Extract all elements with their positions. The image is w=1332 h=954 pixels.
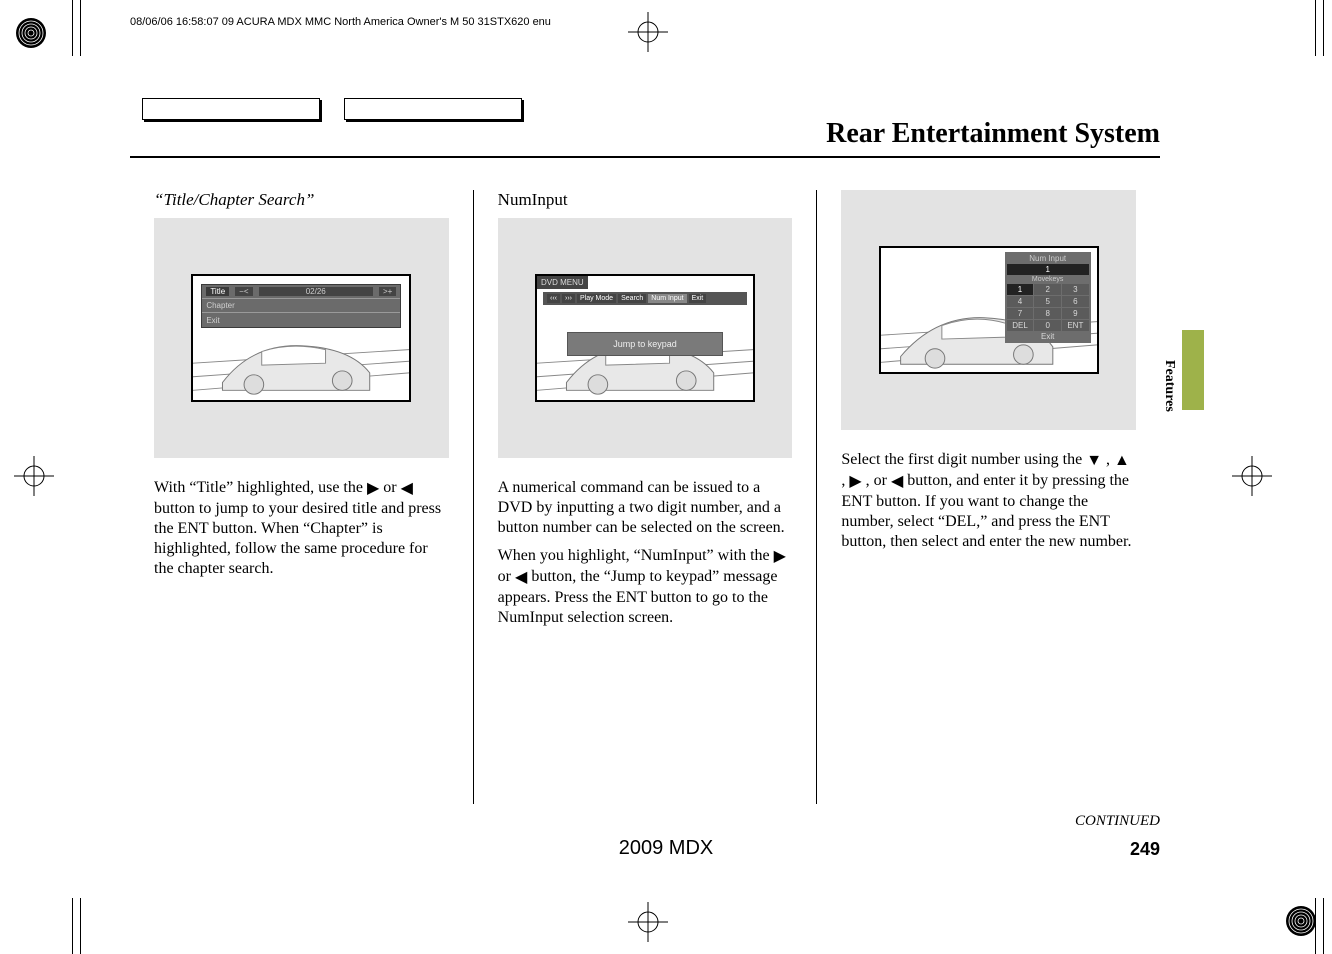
left-triangle-icon: ◀ <box>515 568 527 588</box>
right-triangle-icon: ▶ <box>367 479 379 499</box>
screen2-tab-highlighted: Num Input <box>648 294 686 303</box>
text-run: , or <box>862 472 891 489</box>
keypad-cell: 7 <box>1007 308 1034 319</box>
screen1-row-title: Title −< 02/26 >+ <box>202 285 400 299</box>
left-triangle-icon: ◀ <box>891 472 903 492</box>
registration-mark-br <box>1284 904 1318 938</box>
text-run: button to jump to your desired title and… <box>154 500 441 577</box>
continued-label: CONTINUED <box>1075 813 1160 830</box>
screen-numinput-prompt: DVD MENU ‹‹‹ ››› Play Mode Search Num In… <box>535 274 755 402</box>
keypad-grid: 1 2 3 4 5 6 7 8 9 DEL 0 ENT <box>1007 284 1089 331</box>
col3-body: Select the first digit number using the … <box>841 450 1136 552</box>
registration-mark-tl <box>14 16 48 50</box>
keypad-cell: 9 <box>1062 308 1089 319</box>
screen2-message: Jump to keypad <box>567 332 723 356</box>
screen2-tab: Play Mode <box>577 294 616 303</box>
keypad-cell: 5 <box>1034 296 1061 307</box>
screen1-row-exit: Exit <box>202 313 400 327</box>
col1-heading: “Title/Chapter Search” <box>154 190 449 210</box>
crosshair-top <box>628 12 668 52</box>
col3-screenshot: Num Input 1 Movekeys 1 2 3 4 5 6 7 8 <box>841 190 1136 430</box>
page-root: 08/06/06 16:58:07 09 ACURA MDX MMC North… <box>0 0 1332 954</box>
box-placeholder <box>344 98 522 120</box>
screen2-tab: Search <box>618 294 646 303</box>
crop-mark <box>1315 0 1316 56</box>
screen2-tab: ‹‹‹ <box>547 294 560 303</box>
col1-screenshot: Title −< 02/26 >+ Chapter Exit <box>154 218 449 458</box>
screen1-menu-panel: Title −< 02/26 >+ Chapter Exit <box>201 284 401 328</box>
text-run: When you highlight, “NumInput” with the <box>498 547 774 564</box>
title-rule <box>130 156 1160 158</box>
column-2: NumInput <box>473 190 817 804</box>
footer-model-year: 2009 MDX <box>0 837 1332 860</box>
section-tab-label: Features <box>1161 360 1177 412</box>
text-run: , <box>1102 451 1114 468</box>
text-run: button, the “Jump to keypad” message app… <box>498 568 778 626</box>
keypad-cell: ENT <box>1062 320 1089 331</box>
screen3-keypad: Num Input 1 Movekeys 1 2 3 4 5 6 7 8 <box>1005 252 1091 343</box>
screen-title-chapter: Title −< 02/26 >+ Chapter Exit <box>191 274 411 402</box>
col2-body: A numerical command can be issued to a D… <box>498 478 793 628</box>
paragraph: When you highlight, “NumInput” with the … <box>498 546 793 628</box>
keypad-exit: Exit <box>1007 332 1089 341</box>
crop-mark <box>1315 898 1316 954</box>
left-triangle-icon: ◀ <box>401 479 413 499</box>
screen2-tab: ››› <box>562 294 575 303</box>
column-3: Num Input 1 Movekeys 1 2 3 4 5 6 7 8 <box>816 190 1160 804</box>
screen2-title: DVD MENU <box>537 276 588 289</box>
page-title: Rear Entertainment System <box>826 118 1160 150</box>
row-label: Title <box>206 287 229 296</box>
section-tab <box>1182 330 1204 410</box>
text-run: or <box>379 479 400 496</box>
keypad-movekeys: Movekeys <box>1007 276 1089 283</box>
row-label: Exit <box>206 316 219 325</box>
column-1: “Title/Chapter Search” <box>130 190 473 804</box>
screen2-tabbar: ‹‹‹ ››› Play Mode Search Num Input Exit <box>543 292 747 305</box>
keypad-cell: 8 <box>1034 308 1061 319</box>
paragraph: Select the first digit number using the … <box>841 450 1136 552</box>
keypad-cell: DEL <box>1007 320 1034 331</box>
crop-mark <box>1323 0 1324 56</box>
crosshair-left <box>14 456 54 496</box>
paragraph: A numerical command can be issued to a D… <box>498 478 793 538</box>
keypad-cell: 1 <box>1007 284 1034 295</box>
crop-mark <box>72 898 73 954</box>
right-triangle-icon: ▶ <box>774 547 786 567</box>
keypad-cell: 2 <box>1034 284 1061 295</box>
keypad-title: Num Input <box>1007 254 1089 263</box>
screen2-tab: Exit <box>689 294 707 303</box>
crop-mark <box>72 0 73 56</box>
crop-mark <box>80 898 81 954</box>
running-head: 08/06/06 16:58:07 09 ACURA MDX MMC North… <box>130 16 551 28</box>
nav-next: >+ <box>379 287 396 296</box>
text-run: With “Title” highlighted, use the <box>154 479 367 496</box>
crop-mark <box>80 0 81 56</box>
keypad-cell: 4 <box>1007 296 1034 307</box>
crosshair-bottom <box>628 902 668 942</box>
col1-body: With “Title” highlighted, use the ▶ or ◀… <box>154 478 449 579</box>
crop-mark <box>1323 898 1324 954</box>
up-triangle-icon: ▲ <box>1114 451 1130 471</box>
down-triangle-icon: ▼ <box>1086 451 1102 471</box>
box-placeholder <box>142 98 320 120</box>
screen1-row-chapter: Chapter <box>202 299 400 313</box>
col2-heading: NumInput <box>498 190 793 210</box>
keypad-cell: 0 <box>1034 320 1061 331</box>
content-columns: “Title/Chapter Search” <box>130 190 1160 804</box>
keypad-cell: 6 <box>1062 296 1089 307</box>
paragraph: With “Title” highlighted, use the ▶ or ◀… <box>154 478 449 579</box>
row-value: 02/26 <box>259 287 373 296</box>
nav-prev: −< <box>235 287 252 296</box>
text-run: Select the first digit number using the <box>841 451 1086 468</box>
screen-numinput-keypad: Num Input 1 Movekeys 1 2 3 4 5 6 7 8 <box>879 246 1099 374</box>
text-run: , <box>841 472 849 489</box>
col2-screenshot: DVD MENU ‹‹‹ ››› Play Mode Search Num In… <box>498 218 793 458</box>
row-label: Chapter <box>206 301 234 310</box>
right-triangle-icon: ▶ <box>849 472 861 492</box>
text-run: or <box>498 568 515 585</box>
crosshair-right <box>1232 456 1272 496</box>
keypad-cell: 3 <box>1062 284 1089 295</box>
keypad-display: 1 <box>1007 264 1089 275</box>
